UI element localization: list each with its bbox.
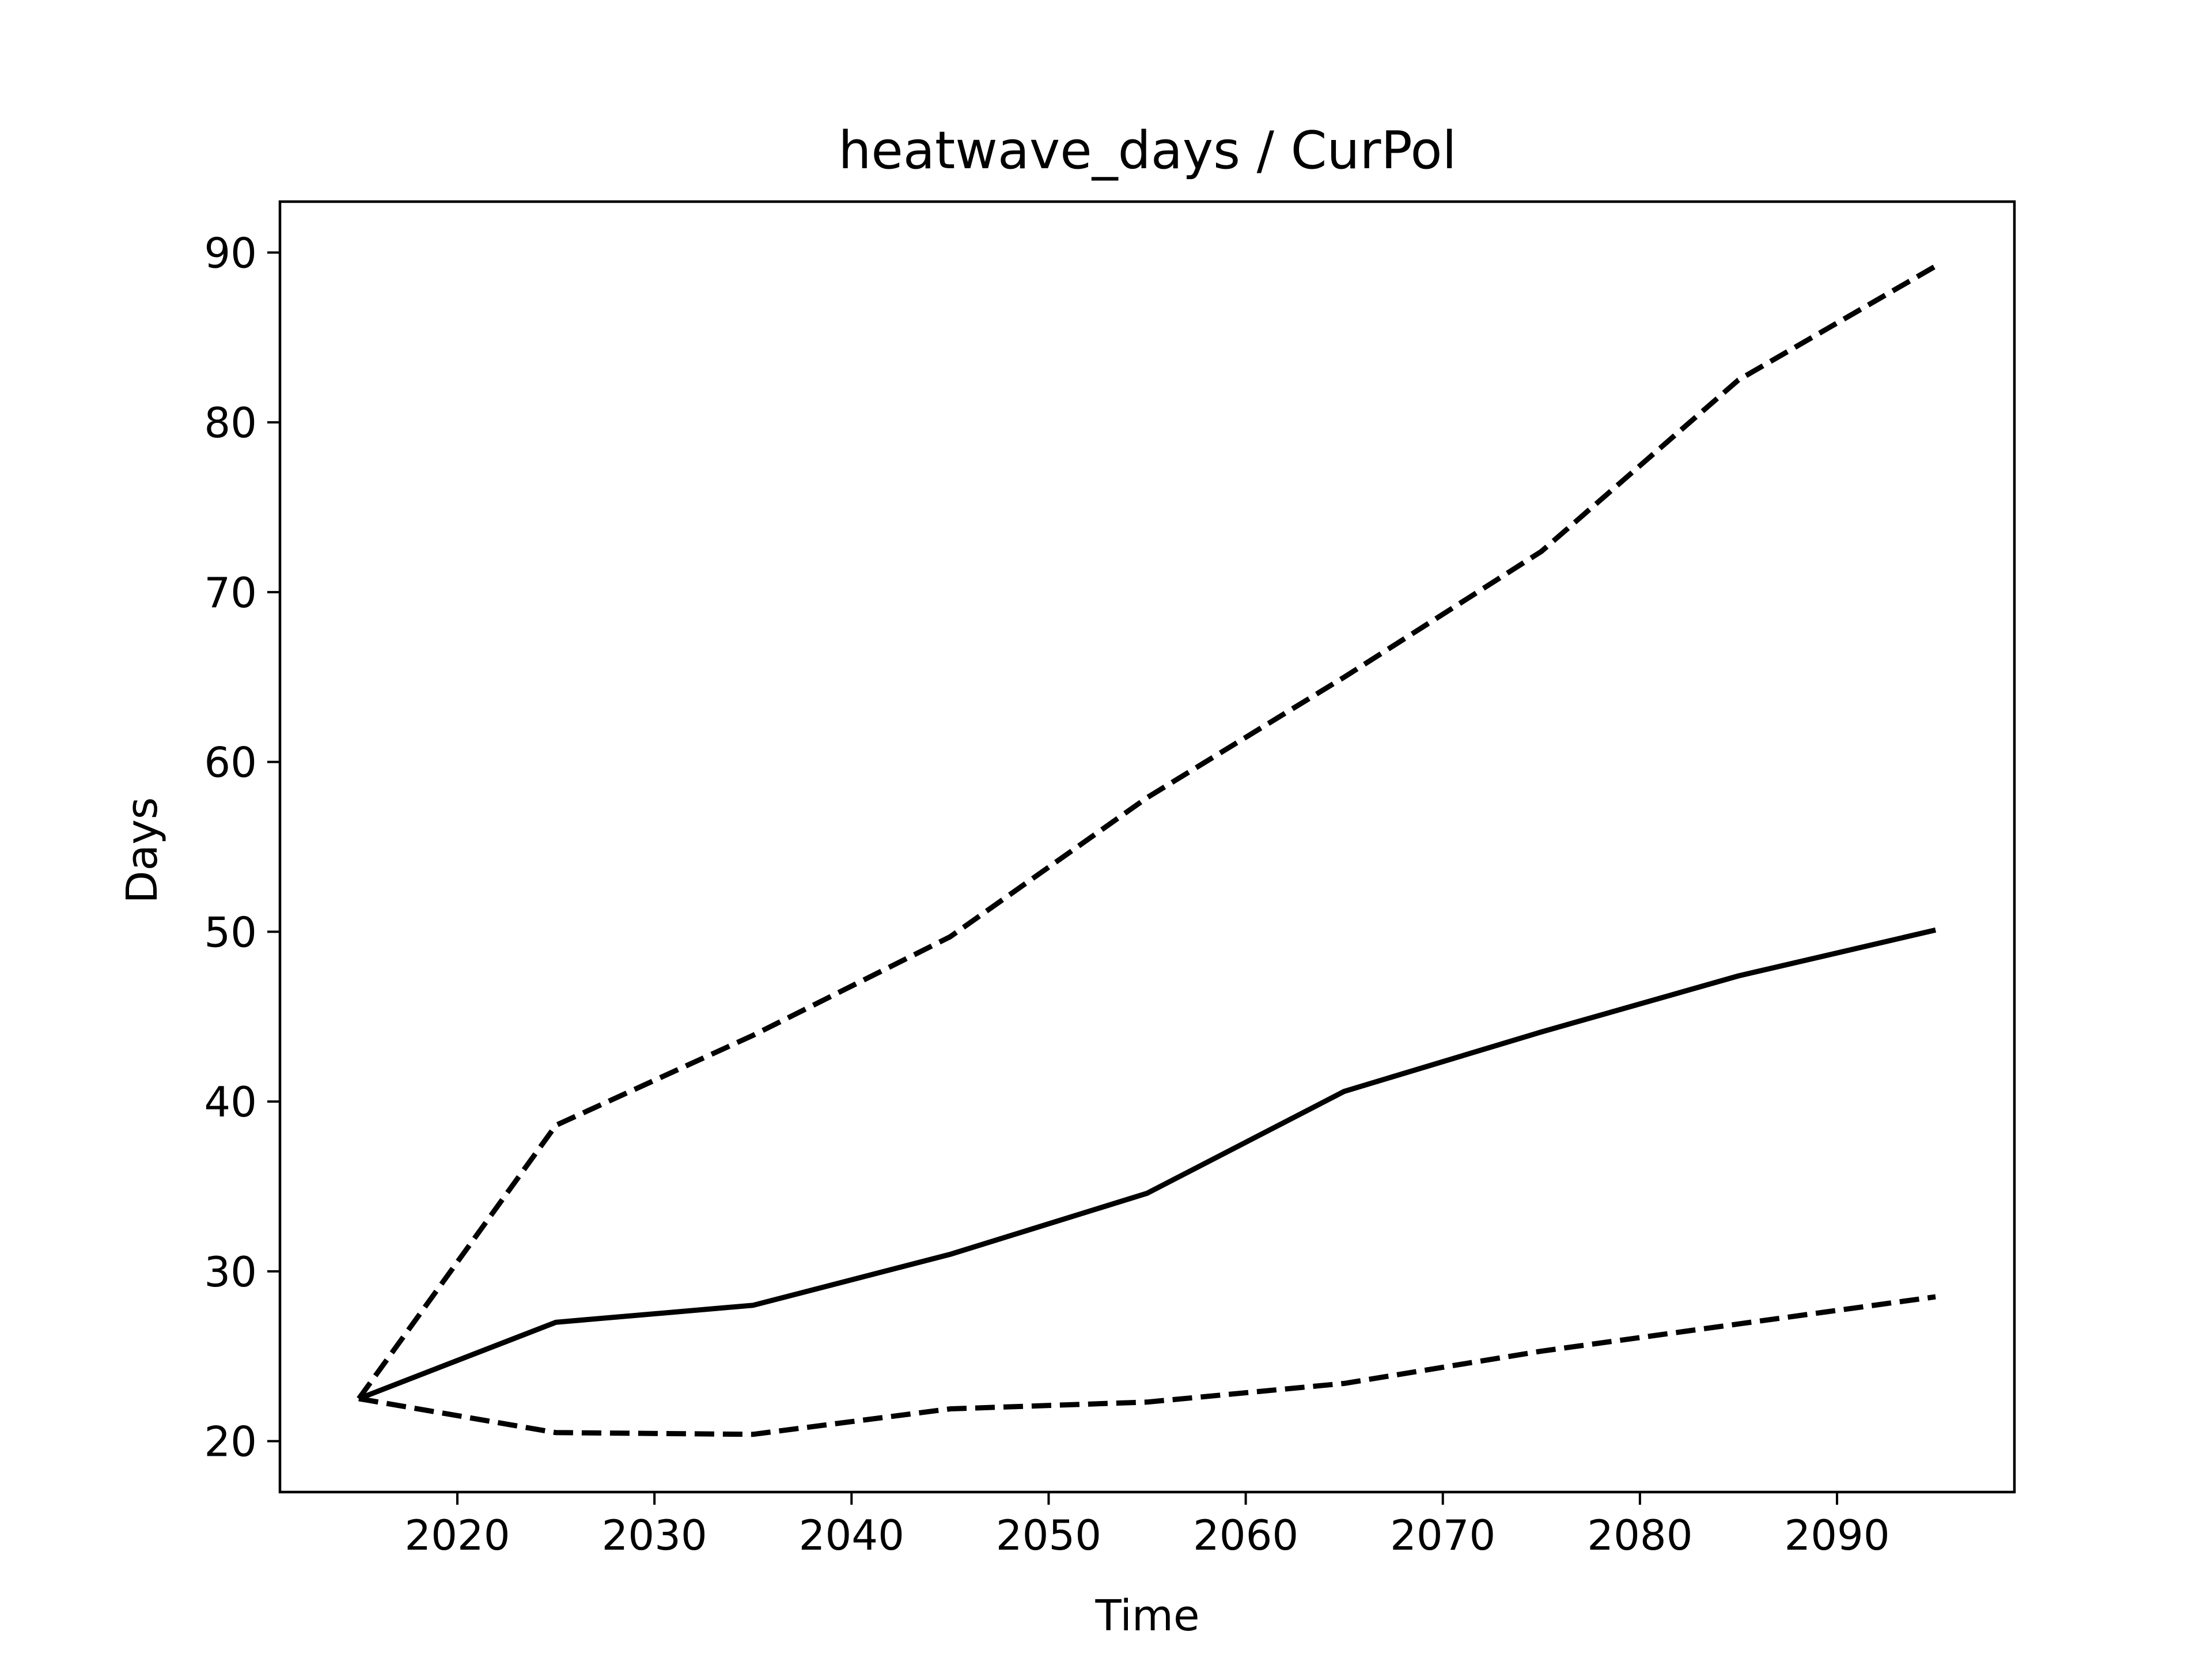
- y-tick-label-50: 50: [204, 908, 257, 956]
- x-tick-label-2060: 2060: [1193, 1511, 1298, 1559]
- y-tick-label-60: 60: [204, 739, 257, 787]
- x-tick-label-2030: 2030: [601, 1511, 707, 1559]
- y-tick-label-20: 20: [204, 1418, 257, 1466]
- series-line-3: [358, 1294, 1936, 1437]
- chart-title: heatwave_days / CurPol: [838, 120, 1456, 181]
- x-tick-label-2020: 2020: [404, 1511, 510, 1559]
- series-line-2: [357, 264, 1937, 1400]
- y-tick-label-30: 30: [204, 1248, 257, 1296]
- series-line-1: [358, 927, 1937, 1402]
- x-tick-label-2090: 2090: [1784, 1511, 1889, 1559]
- x-axis-label: Time: [1094, 1591, 1199, 1641]
- y-tick-label-70: 70: [204, 569, 257, 617]
- x-tick-label-2040: 2040: [799, 1511, 904, 1559]
- y-axis-label: Days: [118, 797, 167, 904]
- plot-area: 2020 2030 2040 2050 2060 2070 2080 209020304050…: [204, 200, 2016, 1559]
- y-tick-label-40: 40: [204, 1078, 257, 1126]
- y-tick-label-90: 90: [204, 229, 257, 277]
- x-tick-label-2080: 2080: [1587, 1511, 1692, 1559]
- x-tick-label-2050: 2050: [996, 1511, 1101, 1559]
- y-tick-label-80: 80: [204, 399, 257, 447]
- x-tick-label-2070: 2070: [1390, 1511, 1495, 1559]
- plot-frame: [278, 200, 2016, 1494]
